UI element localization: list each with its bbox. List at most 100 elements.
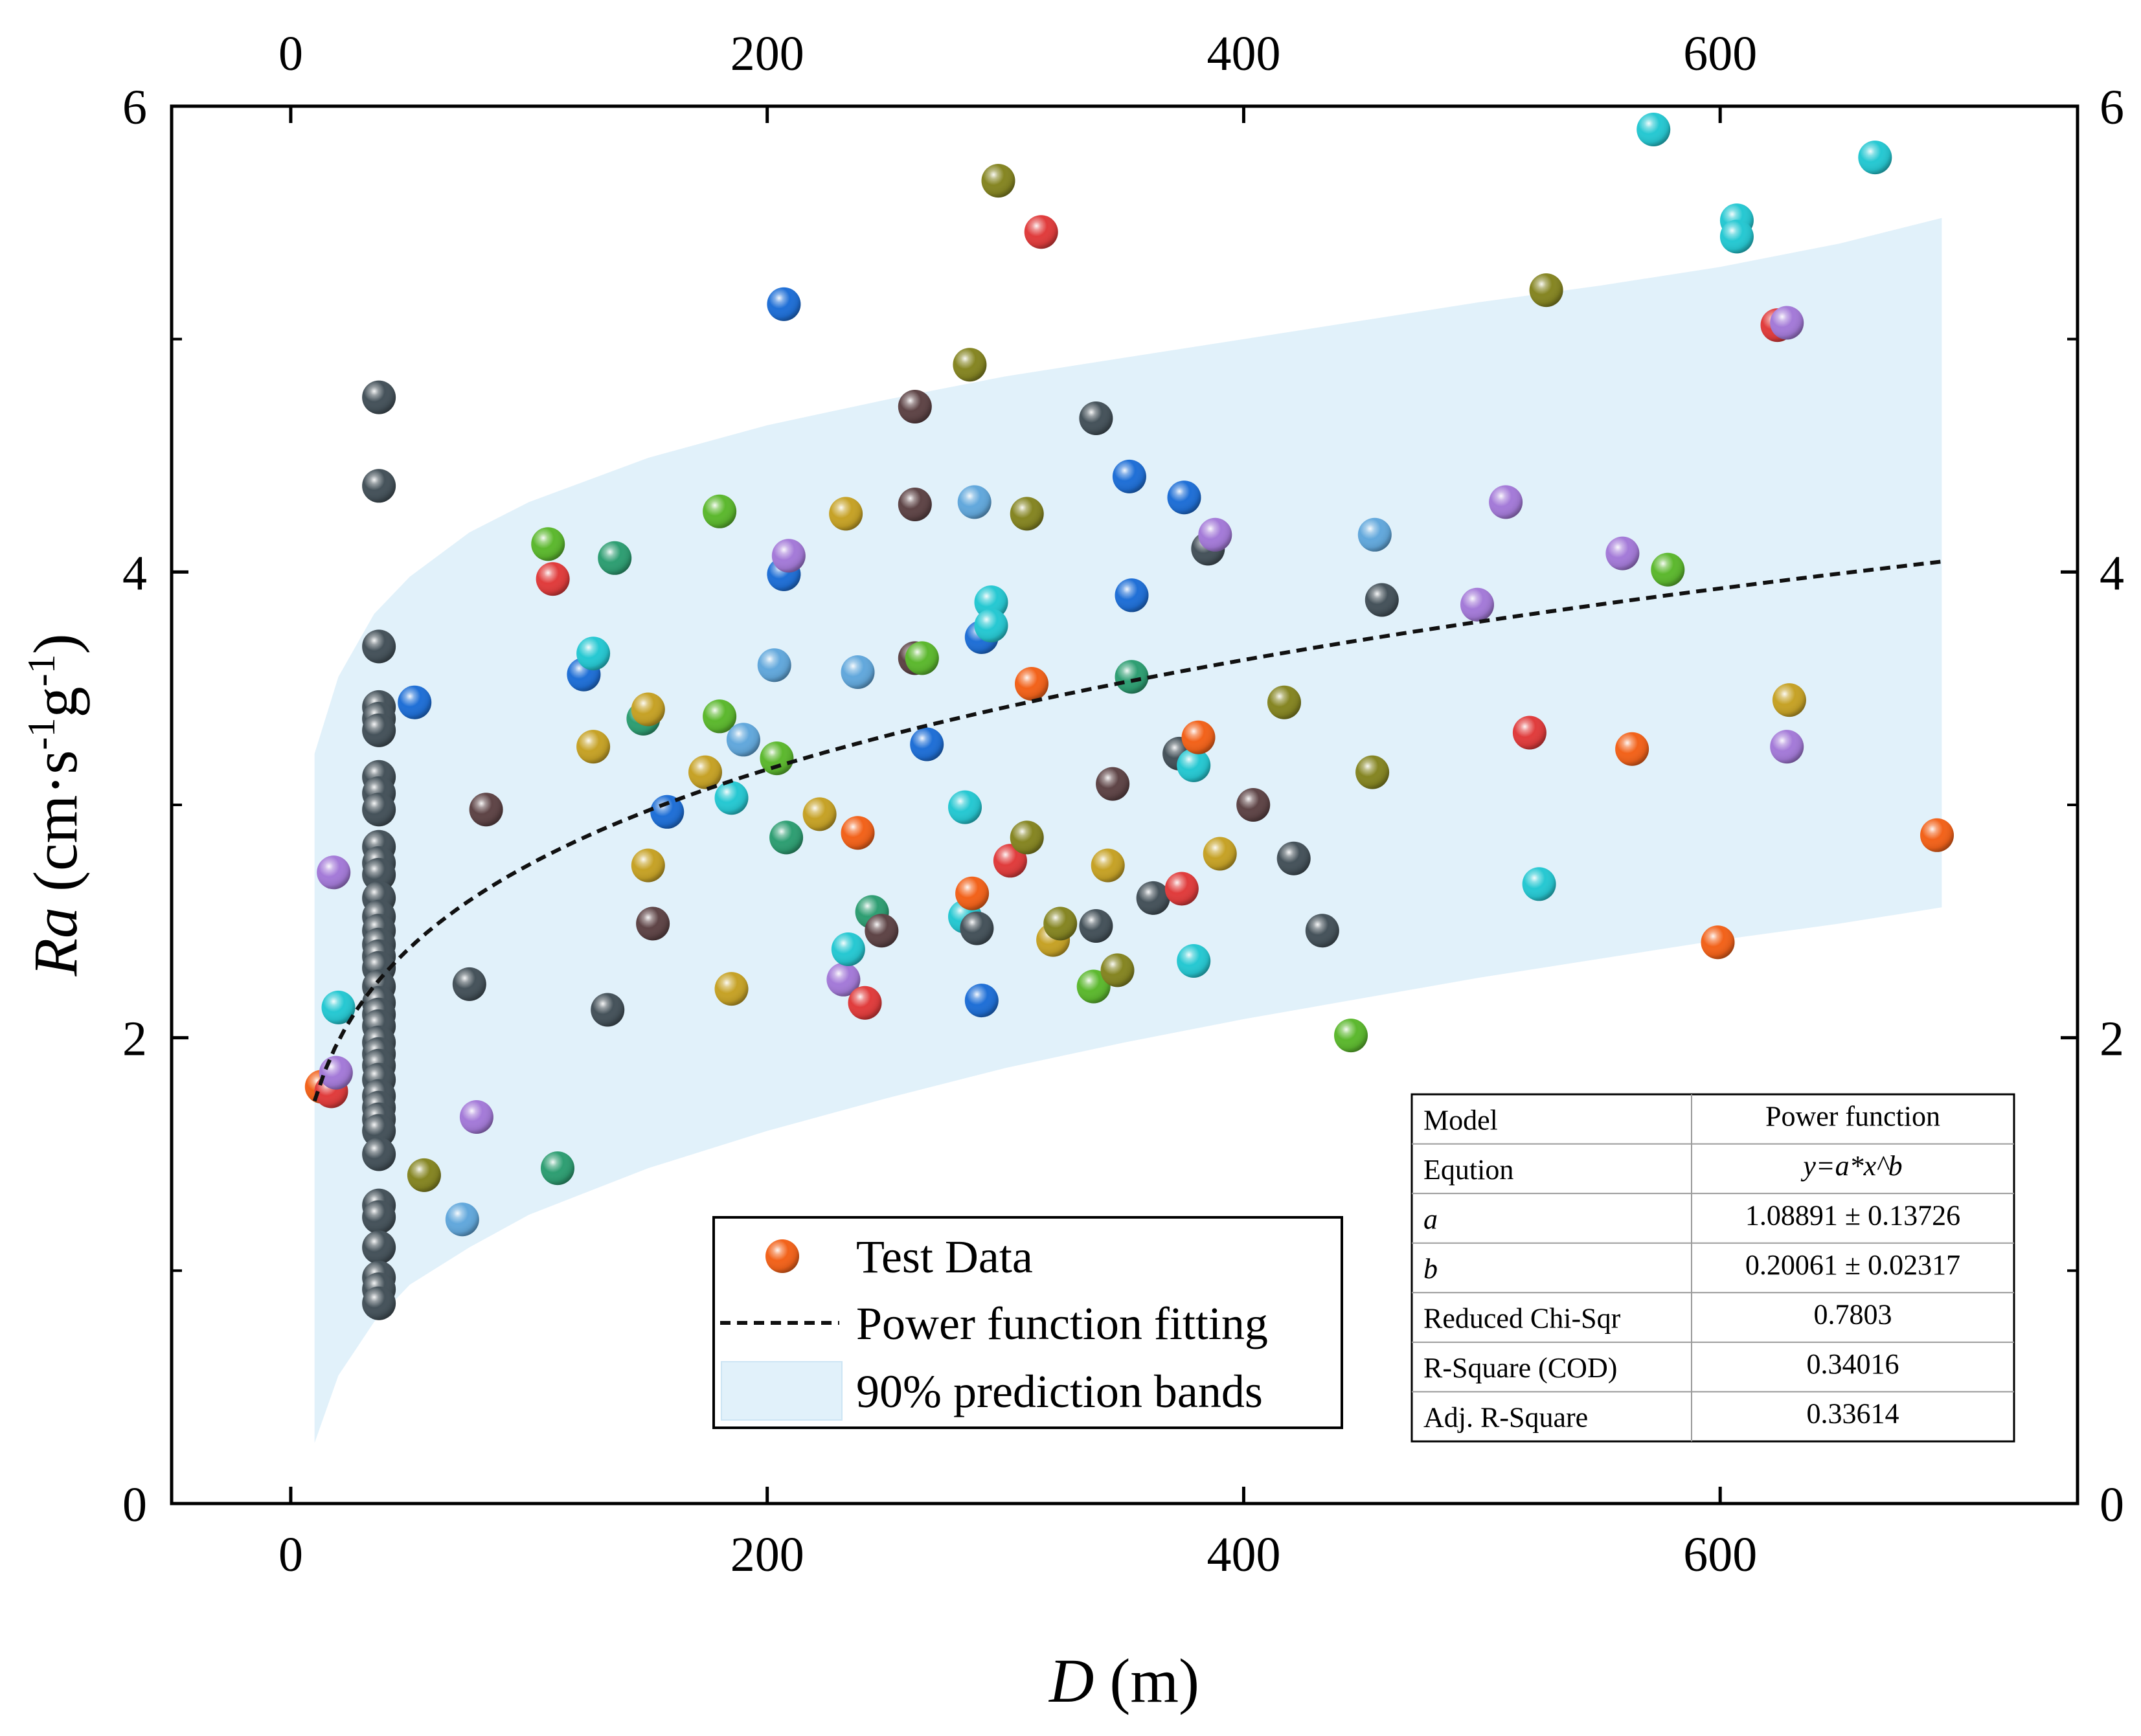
data-point (1181, 720, 1216, 754)
data-point (469, 793, 503, 827)
data-point-shine (536, 562, 570, 596)
data-point (362, 469, 396, 503)
y-axis-title: Ra (cm·s-1g-1) (20, 633, 90, 976)
data-point-shine (1203, 837, 1237, 871)
data-point (993, 844, 1027, 878)
y-axis-title-sup1: -1 (20, 717, 63, 750)
data-point-shine (1236, 788, 1271, 822)
legend-label-fit: Power function fitting (856, 1298, 1268, 1349)
data-point (1355, 755, 1390, 789)
data-point-shine (1167, 480, 1201, 515)
data-point (767, 287, 801, 321)
top-x-tick-label: 200 (731, 27, 804, 81)
data-point (1276, 841, 1311, 875)
data-point-shine (1010, 820, 1044, 855)
y-axis-title-sup2: -1 (20, 654, 63, 686)
data-point (362, 793, 396, 827)
stats-table-value: 0.33614 (1807, 1398, 1899, 1430)
data-point (726, 723, 760, 757)
data-point (1770, 730, 1804, 764)
data-point (362, 857, 396, 892)
y-axis-title-var: Ra (21, 907, 90, 977)
data-point-shine (452, 967, 486, 1001)
data-point (974, 585, 1008, 620)
data-point (317, 855, 351, 890)
data-point-shine (974, 609, 1008, 643)
data-point-shine (802, 797, 837, 831)
data-point-shine (1355, 755, 1390, 789)
data-point-shine (631, 692, 665, 727)
data-point (703, 494, 737, 528)
data-point-shine (1489, 485, 1523, 519)
data-point-shine (469, 793, 503, 827)
data-point-shine (1701, 925, 1735, 960)
data-point-shine (771, 539, 806, 573)
data-point (631, 692, 665, 727)
data-point (1164, 872, 1199, 906)
x-tick-label: 0 (278, 1527, 303, 1582)
data-point-shine (1079, 401, 1113, 435)
data-point-shine (1512, 716, 1546, 750)
data-point-shine (841, 816, 875, 850)
top-x-tick-label: 0 (278, 27, 303, 81)
data-point-shine (407, 1158, 441, 1192)
data-point (831, 932, 865, 966)
data-point-shine (1365, 583, 1399, 617)
data-point-shine (1651, 552, 1685, 587)
legend: Test Data Power function fitting 90% pre… (712, 1216, 1343, 1429)
data-point-shine (362, 1200, 396, 1234)
data-point-shine (459, 1100, 493, 1134)
x-tick-label: 600 (1683, 1527, 1757, 1582)
data-point (688, 755, 722, 789)
data-point (1267, 685, 1301, 719)
y-tick-label: 0 (122, 1478, 147, 1532)
data-point (905, 641, 939, 675)
data-point-shine (1858, 141, 1892, 175)
data-point (536, 562, 570, 596)
data-point (1112, 459, 1146, 493)
data-point-shine (1334, 1019, 1368, 1053)
data-point-shine (1096, 767, 1130, 801)
data-point-shine (362, 380, 396, 414)
data-point-shine (319, 1055, 353, 1090)
data-point-shine (1079, 909, 1113, 943)
data-point (452, 967, 486, 1001)
right-y-tick-label: 0 (2100, 1478, 2124, 1532)
data-point (1357, 517, 1392, 552)
y-axis-title-unit-a: (cm·s (21, 750, 90, 907)
data-point (955, 876, 990, 910)
y-tick-label: 6 (122, 80, 147, 135)
data-point-shine (362, 629, 396, 664)
data-point (1079, 401, 1113, 435)
legend-label-test-data: Test Data (856, 1231, 1033, 1283)
data-point-shine (598, 541, 632, 575)
data-point (1115, 660, 1149, 694)
data-point-shine (650, 795, 685, 829)
data-point (848, 986, 882, 1020)
data-point-shine (960, 911, 994, 945)
data-point (1770, 306, 1804, 340)
data-point (826, 962, 861, 997)
data-point-shine (1015, 667, 1048, 701)
data-point (769, 820, 804, 855)
data-point (1522, 867, 1556, 901)
data-point (957, 485, 991, 519)
data-point (898, 488, 932, 521)
data-point (591, 993, 625, 1027)
axis-ticks: 0 0 200 200 400 400 600 600 0 0 2 2 4 4 6 6 (122, 27, 2124, 1582)
data-point-shine (1305, 914, 1339, 948)
data-point-shine (362, 469, 396, 503)
stats-table-value: y=a*x^b (1800, 1150, 1902, 1182)
x-axis-title-var: D (1048, 1646, 1094, 1715)
data-point-shine (898, 390, 932, 423)
data-point-shine (841, 655, 875, 689)
data-point (1460, 587, 1494, 622)
data-point-shine (1529, 273, 1563, 308)
data-point (1651, 552, 1685, 587)
data-point-shine (321, 990, 356, 1024)
stats-table-value: 0.20061 ± 0.02317 (1745, 1249, 1960, 1281)
data-point-shine (767, 287, 801, 321)
data-point (974, 609, 1008, 643)
data-point (703, 699, 737, 734)
data-point (1719, 220, 1754, 254)
